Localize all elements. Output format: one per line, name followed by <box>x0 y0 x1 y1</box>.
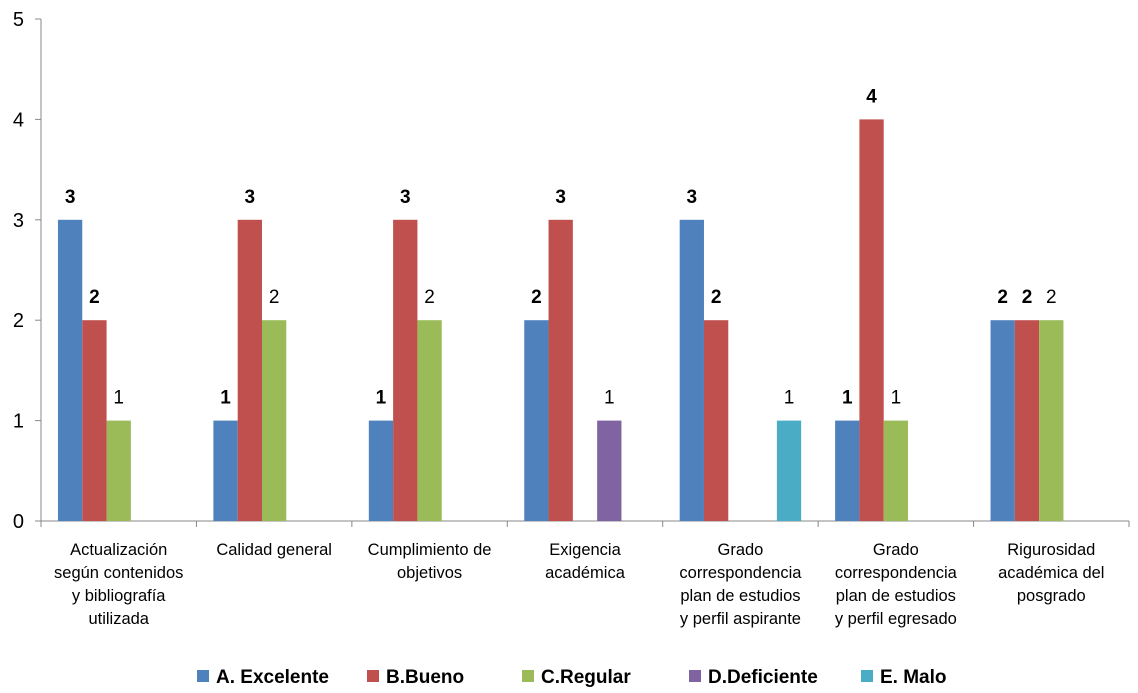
data-label: 2 <box>711 287 722 308</box>
data-label: 2 <box>89 287 100 308</box>
category-label-line: Exigencia <box>549 541 621 559</box>
data-label: 3 <box>555 187 566 208</box>
bar <box>368 420 394 521</box>
data-label: 1 <box>784 388 795 409</box>
category-label-line: correspondencia <box>679 564 802 582</box>
legend-entry: D.Deficiente <box>708 667 818 688</box>
bar <box>859 119 884 522</box>
data-label: 1 <box>113 388 124 409</box>
category-label-line: Grado <box>873 541 919 559</box>
data-label: 1 <box>220 388 231 409</box>
bar <box>776 420 802 521</box>
data-label: 2 <box>997 287 1008 308</box>
y-tick-label: 3 <box>13 210 24 232</box>
category-label-line: correspondencia <box>835 564 958 582</box>
bar <box>1014 320 1040 521</box>
bar <box>106 420 131 521</box>
category-label: Calidad general <box>216 541 332 559</box>
legend-entry: C.Regular <box>541 667 631 688</box>
bar <box>237 219 262 522</box>
data-label: 2 <box>269 287 280 308</box>
data-label: 2 <box>424 287 435 308</box>
bar <box>524 320 549 521</box>
data-label: 3 <box>65 187 76 208</box>
data-label: 4 <box>866 86 877 107</box>
data-label: 3 <box>687 187 698 208</box>
legend-entry: B.Bueno <box>386 667 464 688</box>
category-label-line: objetivos <box>397 564 462 582</box>
chart-category-labels: Actualización según contenidos y bibliogra… <box>54 541 1104 628</box>
bar <box>703 320 729 521</box>
chart-legend: A. Excelente B.Bueno C.Regular D.Deficiente… <box>197 667 947 688</box>
legend-swatch <box>367 670 379 682</box>
data-label: 1 <box>376 388 387 409</box>
category-label-line: y perfil egresado <box>835 610 957 628</box>
category-label-line: Cumplimiento de <box>368 541 492 559</box>
category-label-line: Calidad general <box>216 541 332 559</box>
data-label: 1 <box>842 388 853 409</box>
y-tick-label: 1 <box>13 411 24 433</box>
category-label: Exigencia académica <box>545 541 626 582</box>
category-label-line: y bibliografía <box>72 587 166 605</box>
bar <box>548 219 573 522</box>
data-label: 3 <box>400 187 411 208</box>
bar <box>835 420 860 521</box>
category-label-line: según contenidos <box>54 564 183 582</box>
data-label: 2 <box>531 287 542 308</box>
category-label: Cumplimiento de objetivos <box>368 541 492 582</box>
legend-swatch <box>197 670 209 682</box>
bar <box>393 219 418 522</box>
bar <box>597 420 622 521</box>
data-label: 3 <box>245 187 256 208</box>
data-label: 1 <box>604 388 615 409</box>
category-label: Grado correspondencia plan de estudios y pe… <box>835 541 958 628</box>
category-label-line: utilizada <box>88 610 149 628</box>
legend-swatch <box>522 670 534 682</box>
category-label-line: académica del <box>998 564 1104 582</box>
category-label-line: plan de estudios <box>836 587 956 605</box>
category-label-line: y perfil aspirante <box>680 610 801 628</box>
bar <box>213 420 238 521</box>
legend-swatch <box>861 670 873 682</box>
bar <box>57 219 83 522</box>
legend-entry: A. Excelente <box>216 667 329 688</box>
bar <box>883 420 909 521</box>
legend-entry: E. Malo <box>880 667 947 688</box>
data-label: 1 <box>891 388 902 409</box>
chart-bars <box>57 119 1064 522</box>
bar <box>417 320 442 521</box>
category-label: Grado correspondencia plan de estudios y pe… <box>679 541 802 628</box>
bar <box>82 320 107 521</box>
category-label-line: plan de estudios <box>680 587 800 605</box>
bar <box>1039 320 1064 521</box>
y-tick-label: 0 <box>13 511 24 533</box>
y-tick-label: 2 <box>13 310 24 332</box>
y-tick-label: 4 <box>13 109 24 131</box>
category-label-line: Rigurosidad <box>1007 541 1095 559</box>
bar <box>679 219 704 522</box>
bar <box>261 320 287 521</box>
bar <box>990 320 1015 521</box>
category-label-line: Grado <box>717 541 763 559</box>
y-tick-label: 5 <box>13 9 24 31</box>
data-label: 2 <box>1022 287 1033 308</box>
legend-swatch <box>689 670 701 682</box>
data-label: 2 <box>1046 287 1057 308</box>
category-label-line: posgrado <box>1017 587 1086 605</box>
category-label-line: Actualización <box>70 541 167 559</box>
category-label: Actualización según contenidos y bibliogra… <box>54 541 183 628</box>
category-label: Rigurosidad académica del posgrado <box>998 541 1104 605</box>
category-label-line: académica <box>545 564 626 582</box>
